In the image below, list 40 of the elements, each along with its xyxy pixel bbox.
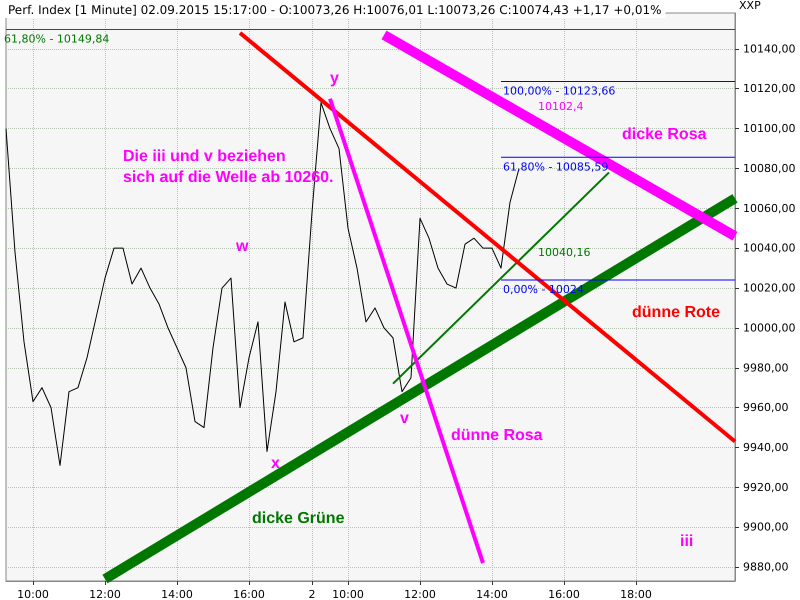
x-tick-label: 16:00 bbox=[548, 588, 580, 600]
y-tick-label: 9940,00 bbox=[743, 440, 788, 454]
annotation: dicke Rosa bbox=[622, 126, 707, 143]
annotation: x bbox=[271, 455, 280, 472]
annotation: 61,80% - 10149,84 bbox=[4, 32, 110, 46]
annotation: iii bbox=[680, 533, 694, 550]
y-tick-label: 9980,00 bbox=[743, 361, 788, 374]
y-tick-label: 10140,00 bbox=[743, 42, 796, 56]
y-tick-label: 9920,00 bbox=[743, 480, 788, 494]
y-tick-label: 10060,00 bbox=[743, 202, 796, 215]
x-tick-label: 10:00 bbox=[332, 588, 364, 600]
x-tick-label: 12:00 bbox=[89, 588, 121, 600]
chart-title: Perf. Index [1 Minute] 02.09.2015 15:17:00 - O:10073,26 H:10076,01 L:10073,26 C:10074,43 +1,17 +0,01% bbox=[8, 3, 662, 17]
annotation: 10040,16 bbox=[538, 246, 590, 259]
annotation: dicke Grüne bbox=[252, 510, 345, 527]
y-tick-label: 10080,00 bbox=[743, 162, 796, 175]
y-tick-label: 9960,00 bbox=[743, 401, 788, 414]
annotation: dünne Rote bbox=[632, 304, 720, 321]
y-tick-label: 10040,00 bbox=[743, 242, 796, 255]
annotation: dünne Rosa bbox=[451, 427, 543, 444]
y-tick-label: 10000,00 bbox=[743, 321, 796, 334]
x-tick-label: 2 bbox=[308, 588, 316, 600]
y-tick-label: 9880,00 bbox=[743, 560, 788, 574]
x-tick-label: 18:00 bbox=[620, 588, 652, 600]
y-tick-label: 10100,00 bbox=[743, 122, 796, 136]
annotation: y bbox=[330, 70, 339, 87]
annotation: 61,80% - 10085,59 bbox=[503, 160, 608, 174]
x-tick-label: 10:00 bbox=[17, 588, 49, 600]
y-tick-label: 10120,00 bbox=[743, 82, 796, 96]
annotation: 100,00% - 10123,66 bbox=[503, 84, 616, 98]
annotation: 10102,4 bbox=[538, 100, 584, 113]
y-tick-label: 10020,00 bbox=[743, 282, 796, 295]
annotation: v bbox=[400, 410, 409, 427]
y-axis-title: XXP bbox=[739, 0, 762, 12]
x-tick-label: 12:00 bbox=[404, 588, 436, 600]
x-tick-label: 14:00 bbox=[161, 588, 193, 600]
y-tick-label: 9900,00 bbox=[743, 520, 788, 534]
annotation: w bbox=[235, 238, 249, 255]
x-tick-label: 14:00 bbox=[476, 588, 508, 600]
x-tick-label: 16:00 bbox=[233, 588, 265, 600]
